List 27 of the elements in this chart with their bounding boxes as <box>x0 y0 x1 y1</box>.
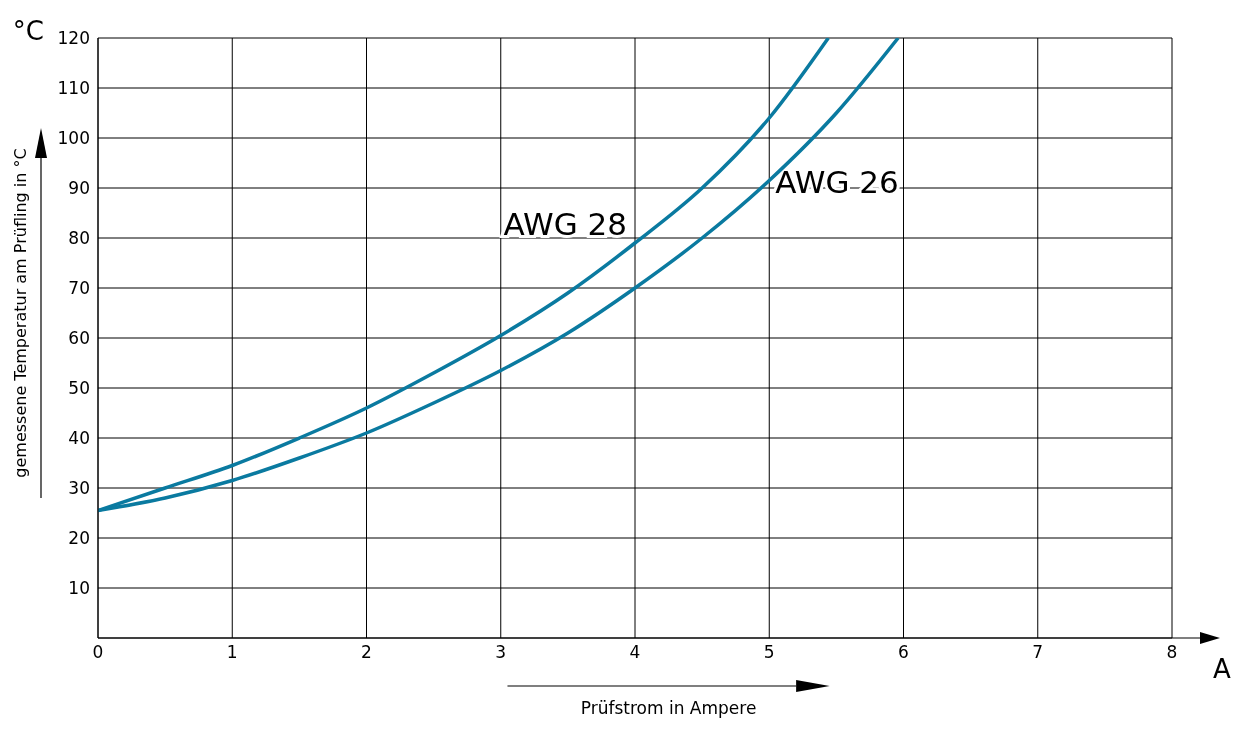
x-tick-label: 7 <box>1032 642 1044 663</box>
y-tick-label: 120 <box>57 28 90 49</box>
x-tick-label: 2 <box>361 642 372 663</box>
y-axis-title: gemessene Temperatur am Prüfling in °C <box>11 148 30 478</box>
y-tick-label: 90 <box>68 178 90 199</box>
y-tick-label: 110 <box>57 78 90 99</box>
x-tick-label: 0 <box>92 642 104 663</box>
x-tick-label: 1 <box>226 642 238 663</box>
x-tick-label: 8 <box>1166 642 1178 663</box>
x-tick-label: 3 <box>495 642 507 663</box>
text: A <box>1213 654 1232 684</box>
x-tick-label: 6 <box>898 642 909 663</box>
y-tick-label: 80 <box>68 228 90 249</box>
text: °C <box>12 16 44 46</box>
x-tick-label: 4 <box>629 642 641 663</box>
series-label: AWG 28 <box>503 206 627 242</box>
x-tick-label: 5 <box>763 642 775 663</box>
y-tick-label: 40 <box>68 428 90 449</box>
series-label: AWG 26 <box>775 163 899 200</box>
y-tick-label: 100 <box>57 128 90 149</box>
y-tick-label: 50 <box>68 378 90 399</box>
y-tick-label: 60 <box>68 328 90 349</box>
y-tick-label: 30 <box>68 478 90 499</box>
y-tick-label: 70 <box>68 278 90 299</box>
x-axis-title: Prüfstrom in Ampere <box>580 698 757 718</box>
y-tick-label: 10 <box>68 578 90 599</box>
y-tick-label: 20 <box>68 528 90 549</box>
